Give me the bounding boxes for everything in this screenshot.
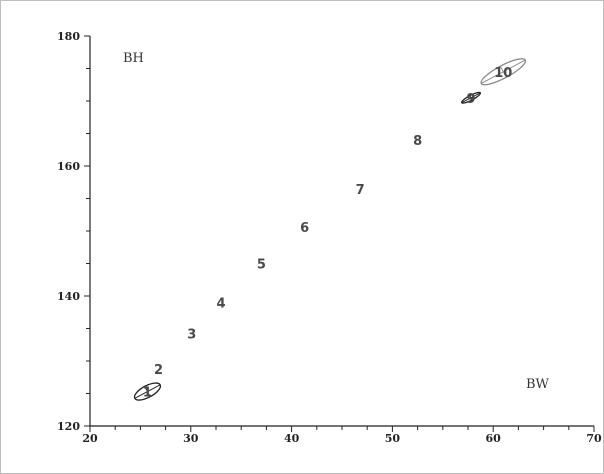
y-tick-label: 160 bbox=[57, 160, 80, 173]
point-label-1: 1 bbox=[143, 386, 152, 401]
x-axis-label: BW bbox=[526, 377, 550, 392]
ellipse-minor-axis bbox=[499, 65, 507, 78]
ticks: 20 30 40 50 60 70 120 140 160 180 bbox=[57, 30, 602, 445]
ellipse-minor-axis bbox=[469, 95, 473, 101]
ellipse-minor-axis bbox=[144, 386, 151, 397]
point-label-4: 4 bbox=[217, 297, 226, 312]
point-label-6: 6 bbox=[300, 221, 309, 236]
point-label-3: 3 bbox=[187, 328, 196, 343]
point-label-2: 2 bbox=[154, 363, 163, 378]
axes bbox=[89, 36, 594, 427]
point-label-5: 5 bbox=[257, 258, 266, 273]
x-tick-label: 70 bbox=[586, 432, 602, 445]
confidence-ellipse-1 bbox=[133, 382, 162, 401]
point-label-9: 9 bbox=[467, 92, 476, 107]
x-tick-label: 20 bbox=[82, 432, 98, 445]
y-axis-label: BH bbox=[123, 51, 144, 66]
x-tick-label: 60 bbox=[486, 432, 502, 445]
point-label-8: 8 bbox=[413, 134, 422, 149]
x-tick-label: 40 bbox=[284, 432, 300, 445]
point-label-10: 10 bbox=[494, 66, 512, 81]
y-tick-label: 140 bbox=[57, 290, 80, 303]
x-tick-label: 30 bbox=[183, 432, 199, 445]
confidence-ellipse-10 bbox=[480, 58, 527, 86]
y-tick-label: 120 bbox=[57, 420, 80, 433]
data-marks: 12 3 4 5 6 7 8 9 10 bbox=[133, 58, 527, 401]
y-tick-label: 180 bbox=[57, 30, 80, 43]
point-label-7: 7 bbox=[356, 183, 365, 198]
confidence-ellipse-9 bbox=[461, 91, 482, 104]
x-tick-label: 50 bbox=[385, 432, 401, 445]
